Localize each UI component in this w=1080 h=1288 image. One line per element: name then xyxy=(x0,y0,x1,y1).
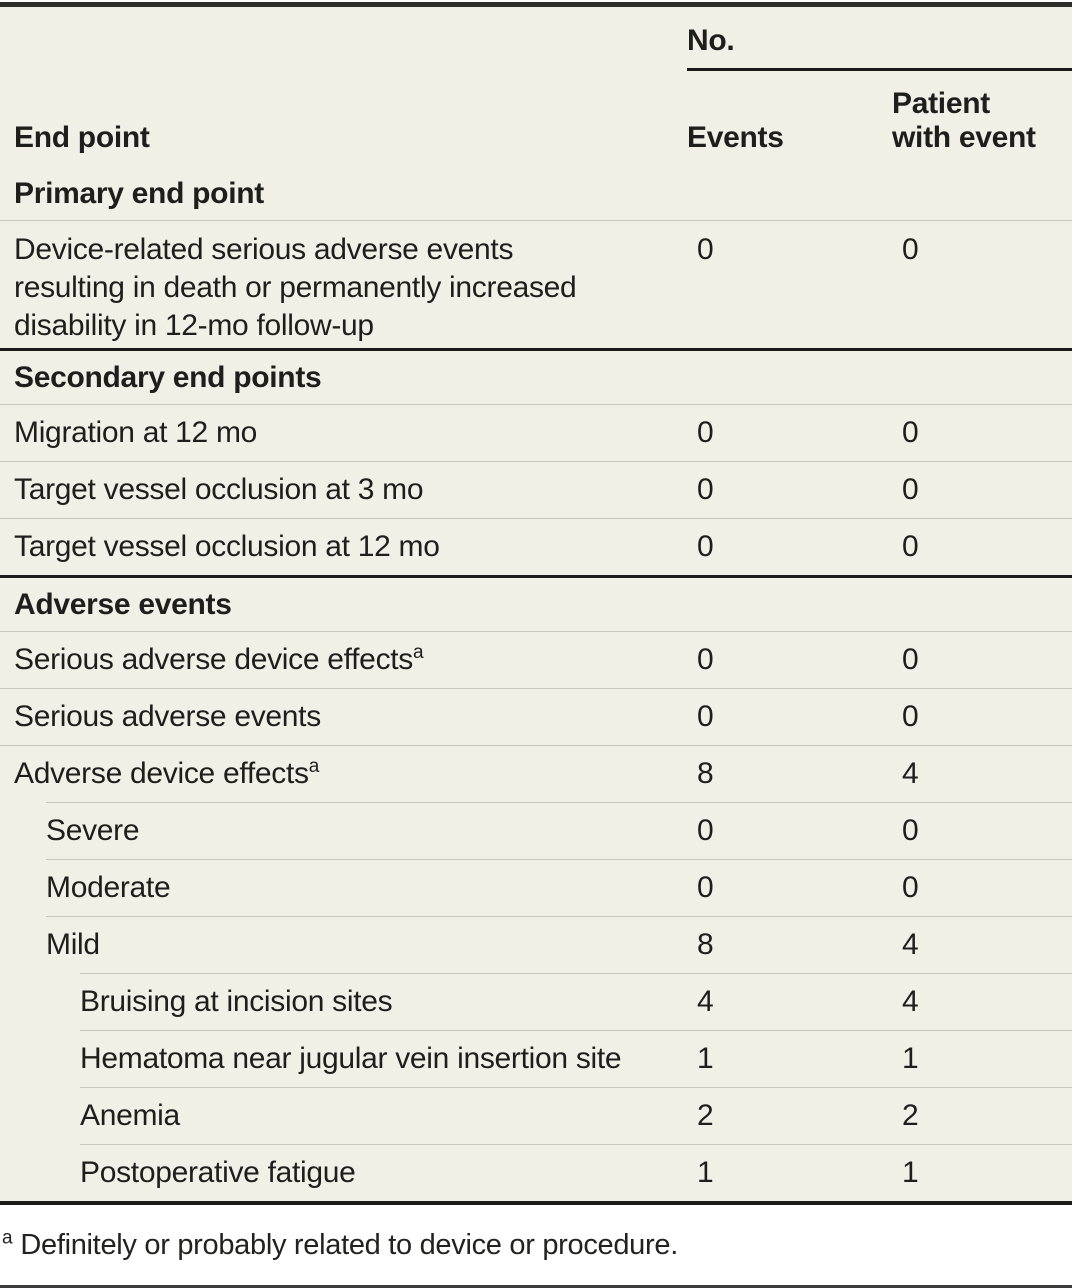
patients-value: 4 xyxy=(902,984,919,1018)
section-header-row: Adverse events xyxy=(0,575,1072,631)
endpoint-label: Serious adverse device effects xyxy=(14,642,414,676)
patients-value: 0 xyxy=(902,699,919,733)
table-row: Adverse device effectsa 8 4 xyxy=(0,745,1072,802)
table-header-row: End point Events Patient with event xyxy=(0,71,1072,167)
table-row: Hematoma near jugular vein insertion sit… xyxy=(0,1030,1072,1087)
table-row: Moderate 0 0 xyxy=(0,859,1072,916)
section-title: Adverse events xyxy=(14,587,232,621)
table-row: Bruising at incision sites 4 4 xyxy=(0,973,1072,1030)
events-value: 8 xyxy=(697,756,714,790)
table-row: Serious adverse device effectsa 0 0 xyxy=(0,631,1072,688)
table-row: Target vessel occlusion at 3 mo 0 0 xyxy=(0,461,1072,518)
endpoint-label: Serious adverse events xyxy=(14,699,321,733)
endpoint-label: Hematoma near jugular vein insertion sit… xyxy=(80,1041,622,1075)
patients-value: 0 xyxy=(902,233,919,266)
events-value: 2 xyxy=(697,1098,714,1132)
endpoint-label: Adverse device effects xyxy=(14,756,309,790)
section-header-row: Primary end point xyxy=(0,167,1072,220)
events-value: 0 xyxy=(697,415,714,449)
table-row: Anemia 2 2 xyxy=(0,1087,1072,1144)
patients-value: 0 xyxy=(902,472,919,506)
patients-value: 4 xyxy=(902,927,919,961)
events-value: 0 xyxy=(697,813,714,847)
table-header-group-row: No. xyxy=(0,7,1072,71)
events-value: 0 xyxy=(697,870,714,904)
endpoint-label: Target vessel occlusion at 12 mo xyxy=(14,529,440,563)
table-row: Postoperative fatigue 1 1 xyxy=(0,1144,1072,1201)
patients-value: 0 xyxy=(902,642,919,676)
events-value: 0 xyxy=(697,642,714,676)
patients-value: 0 xyxy=(902,870,919,904)
events-value: 0 xyxy=(697,233,714,266)
patients-value: 1 xyxy=(902,1155,919,1189)
endpoint-label: Device-related serious adverse events re… xyxy=(14,233,577,342)
endpoint-label: Moderate xyxy=(46,870,171,904)
events-value: 0 xyxy=(697,529,714,563)
table-row: Device-related serious adverse events re… xyxy=(0,220,1072,348)
column-header-patient-with-event: Patient with event xyxy=(892,87,1036,154)
patients-value: 0 xyxy=(902,813,919,847)
section-title: Secondary end points xyxy=(14,360,322,394)
table-row: Target vessel occlusion at 12 mo 0 0 xyxy=(0,518,1072,575)
endpoints-table: No. End point Events Patient with event … xyxy=(0,2,1072,1205)
column-group-no: No. xyxy=(687,24,1072,71)
endpoint-label: Postoperative fatigue xyxy=(80,1155,356,1189)
patients-value: 0 xyxy=(902,529,919,563)
table-row: Severe 0 0 xyxy=(0,802,1072,859)
patients-value: 4 xyxy=(902,756,919,790)
section-title: Primary end point xyxy=(14,176,264,210)
table-body: Primary end point Device-related serious… xyxy=(0,167,1072,1201)
footnote-marker-ref: a xyxy=(413,641,424,663)
events-value: 1 xyxy=(697,1041,714,1075)
endpoint-label: Anemia xyxy=(80,1098,180,1132)
column-header-events: Events xyxy=(687,121,784,154)
patients-value: 2 xyxy=(902,1098,919,1132)
events-value: 0 xyxy=(697,699,714,733)
column-header-endpoint: End point xyxy=(14,121,150,154)
table-row: Mild 8 4 xyxy=(0,916,1072,973)
endpoint-label: Severe xyxy=(46,813,140,847)
table-row: Migration at 12 mo 0 0 xyxy=(0,404,1072,461)
footnote-marker-ref: a xyxy=(308,755,320,777)
events-value: 1 xyxy=(697,1155,714,1189)
section-header-row: Secondary end points xyxy=(0,348,1072,404)
events-value: 4 xyxy=(697,984,714,1018)
endpoint-label: Migration at 12 mo xyxy=(14,415,258,449)
footnote-text: Definitely or probably related to device… xyxy=(20,1229,678,1261)
endpoint-label: Bruising at incision sites xyxy=(80,984,393,1018)
events-value: 0 xyxy=(697,472,714,506)
table-row: Serious adverse events 0 0 xyxy=(0,688,1072,745)
endpoint-label: Mild xyxy=(46,927,100,961)
endpoint-label: Target vessel occlusion at 3 mo xyxy=(14,472,424,506)
events-value: 8 xyxy=(697,927,714,961)
footnote-marker: a xyxy=(2,1227,13,1249)
table-footnote: a Definitely or probably related to devi… xyxy=(2,1227,1072,1263)
patients-value: 0 xyxy=(902,415,919,449)
patients-value: 1 xyxy=(902,1041,919,1075)
